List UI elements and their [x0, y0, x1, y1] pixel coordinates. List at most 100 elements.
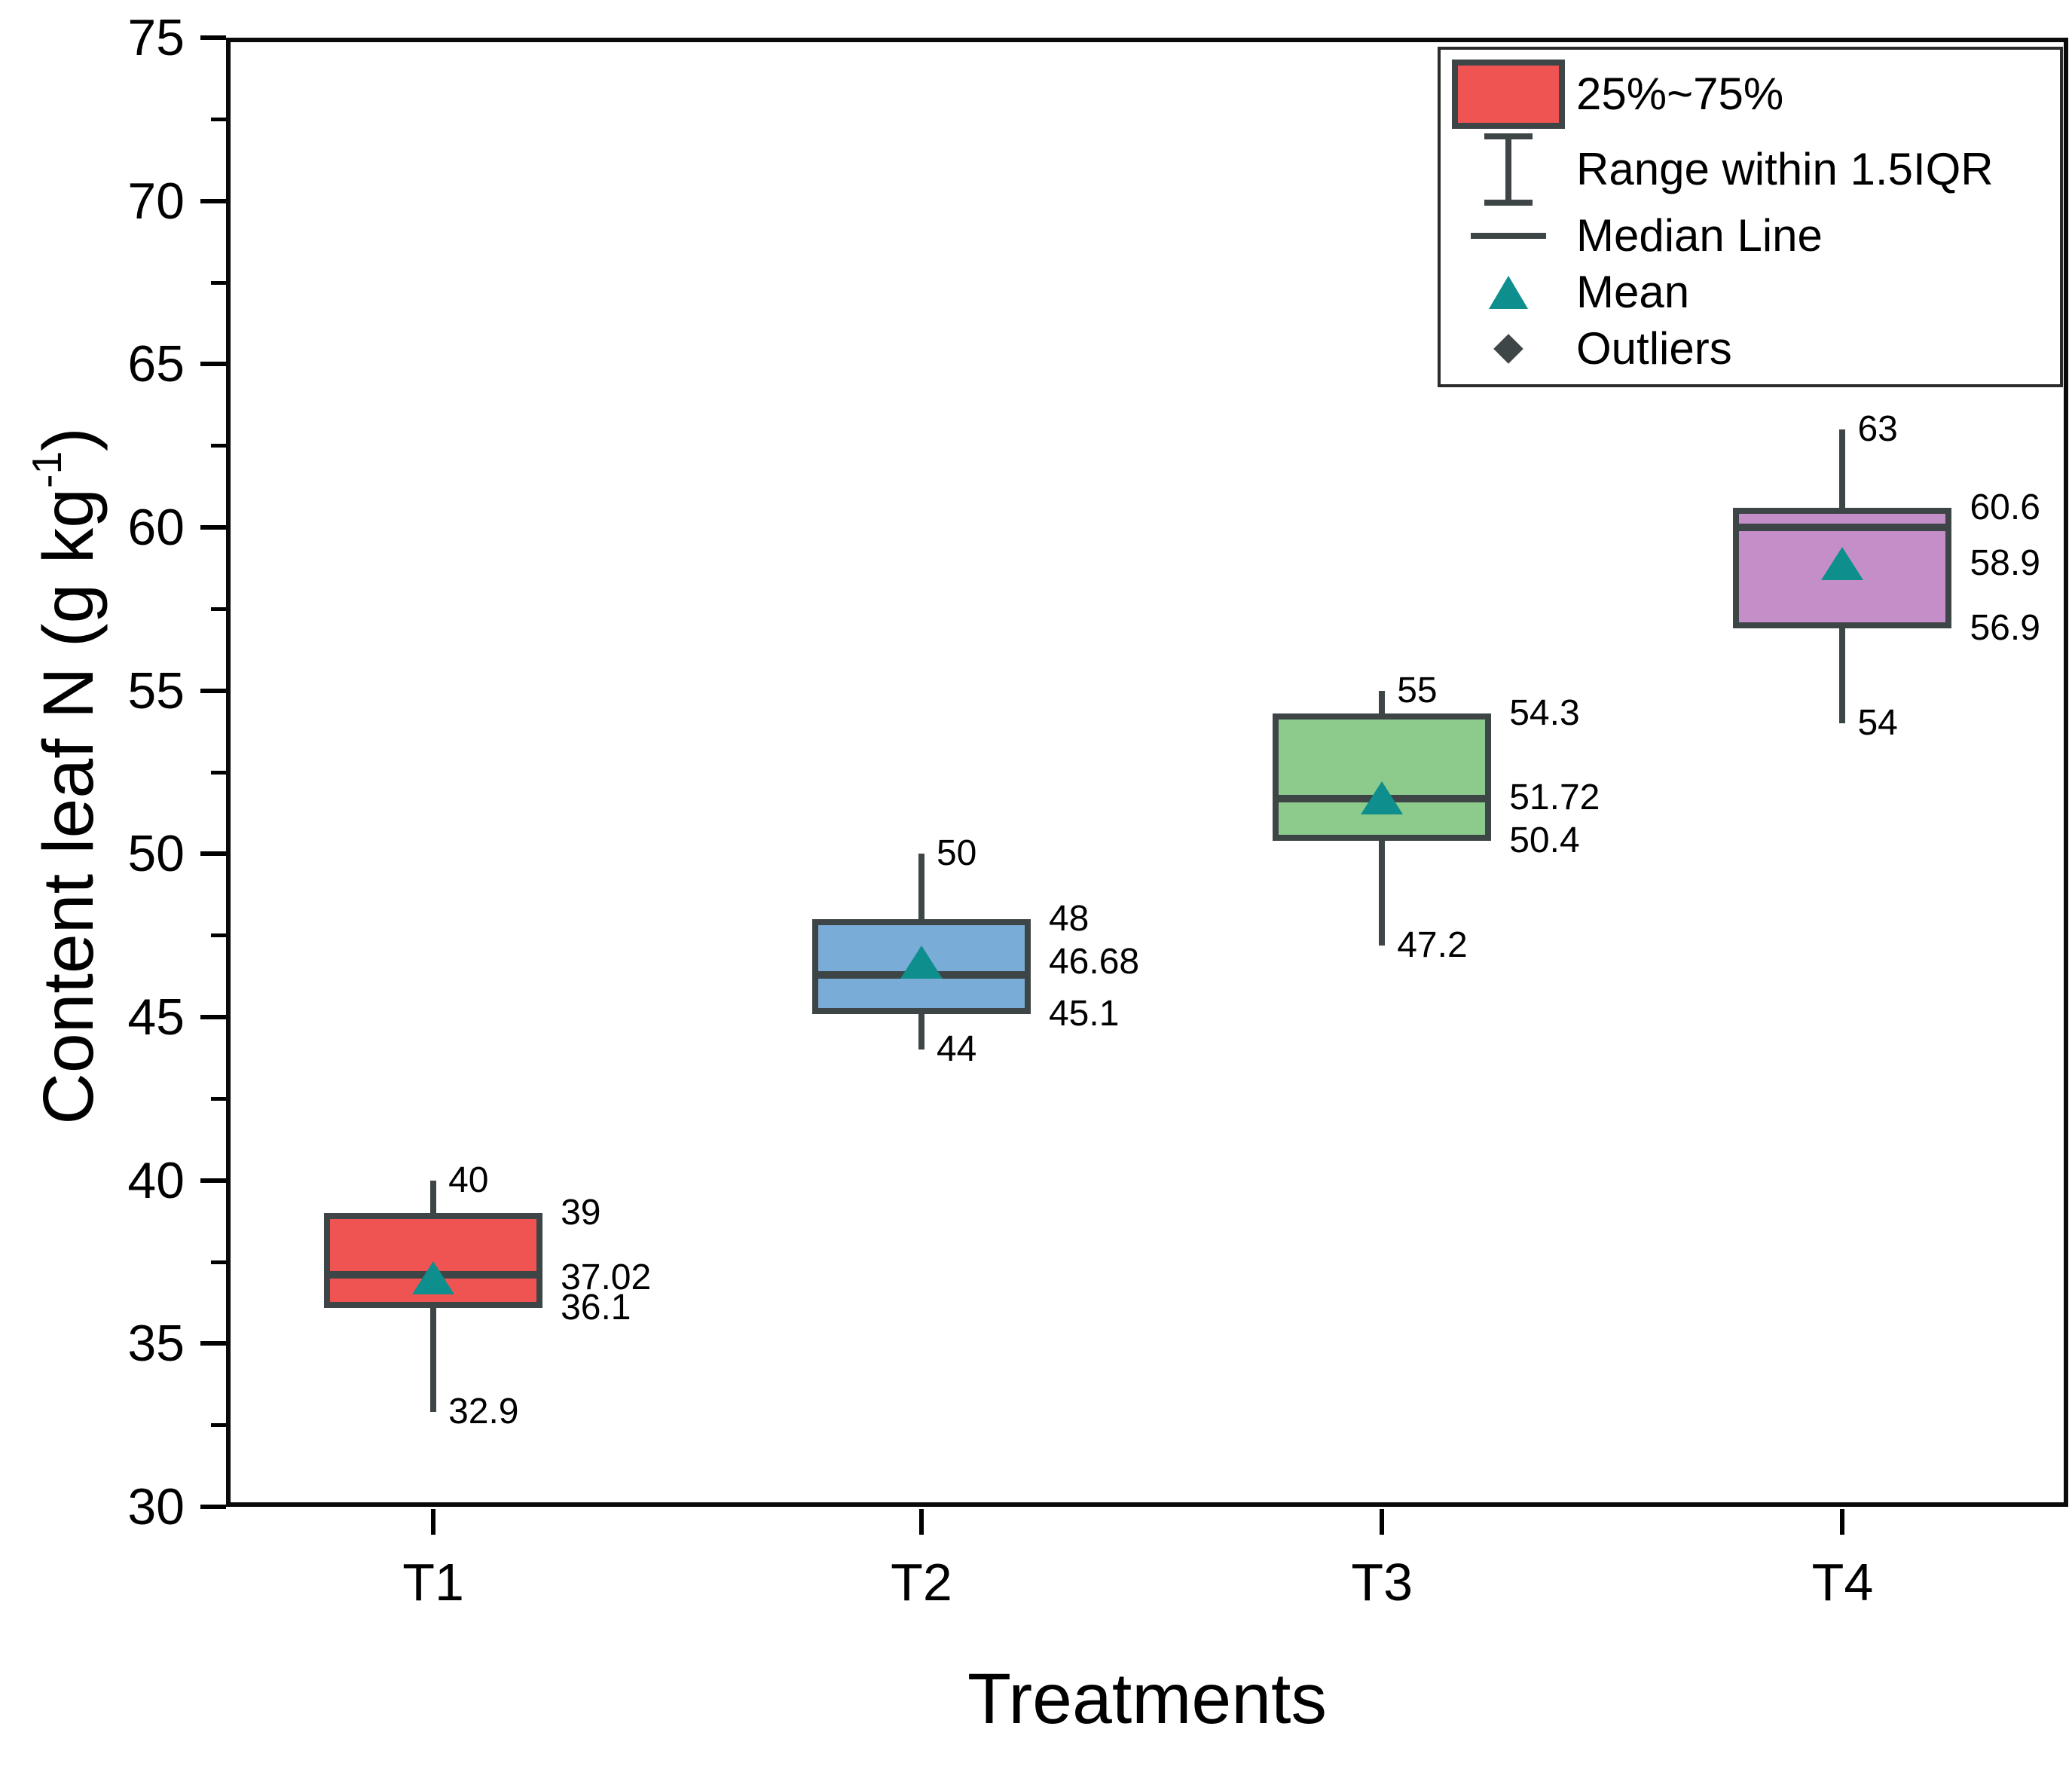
annotation-T1-40: 40: [448, 1160, 489, 1200]
y-minor-tick: [211, 933, 226, 938]
y-minor-tick: [211, 117, 226, 121]
range-whisker-part: [1505, 133, 1511, 206]
y-major-tick: [200, 1015, 226, 1019]
annotation-T2-48: 48: [1048, 899, 1089, 939]
whisker-upper-T3: [1379, 690, 1386, 713]
annotation-T4-63: 63: [1857, 409, 1898, 449]
x-major-tick: [1380, 1509, 1385, 1535]
box-T3: [1273, 713, 1492, 841]
annotation-T1-32.9: 32.9: [448, 1392, 519, 1432]
y-minor-tick: [211, 606, 226, 611]
y-minor-tick: [211, 1423, 226, 1428]
annotation-T3-47.2: 47.2: [1397, 924, 1468, 965]
legend-label: Mean: [1576, 267, 1690, 318]
y-minor-tick: [211, 770, 226, 775]
range-whisker-icon: [1484, 133, 1533, 206]
whisker-upper-T1: [430, 1180, 437, 1213]
y-minor-tick: [211, 280, 226, 285]
whisker-lower-T2: [918, 1013, 924, 1050]
x-tick-label-T2: T2: [891, 1553, 952, 1612]
annotation-T4-58.9: 58.9: [1970, 542, 2040, 583]
annotation-T2-44: 44: [936, 1029, 977, 1070]
whisker-lower-T3: [1379, 841, 1386, 946]
y-tick-label: 35: [127, 1315, 185, 1373]
whisker-upper-T2: [918, 854, 924, 919]
legend-label: Outliers: [1576, 323, 1732, 374]
y-tick-label: 65: [127, 335, 185, 393]
y-major-tick: [200, 35, 226, 40]
y-major-tick: [200, 198, 226, 203]
mean-marker-T2: [900, 946, 943, 979]
annotation-T3-51.72: 51.72: [1509, 777, 1600, 817]
median-line-icon: [1471, 232, 1546, 239]
whisker-lower-T1: [430, 1307, 437, 1413]
outlier-diamond-icon: [1493, 333, 1523, 364]
range-whisker-part: [1484, 199, 1533, 206]
y-major-tick: [200, 1178, 226, 1183]
mean-marker-T4: [1821, 546, 1864, 580]
annotation-T3-54.3: 54.3: [1509, 693, 1580, 733]
y-axis-title: Content leaf N (g kg-1): [5, 41, 108, 1511]
x-axis-title: Treatments: [967, 1659, 1327, 1739]
y-axis-title-suffix: ): [28, 427, 108, 451]
annotation-T4-56.9: 56.9: [1970, 608, 2040, 649]
range-whisker-icon: [1441, 133, 1576, 206]
annotation-T4-60.6: 60.6: [1970, 487, 2040, 527]
mean-triangle-icon: [1489, 275, 1528, 309]
annotation-T1-37.02: 37.02: [561, 1257, 652, 1297]
legend-label: Range within 1.5IQR: [1576, 144, 1994, 195]
y-minor-tick: [211, 1096, 226, 1101]
mean-marker-T3: [1361, 781, 1404, 814]
legend-item-mean: Mean: [1441, 266, 2060, 318]
legend-label: 25%~75%: [1576, 69, 1784, 120]
y-axis-title-superscript: -1: [23, 451, 70, 488]
legend-item-median-line: Median Line: [1441, 209, 2060, 261]
x-tick-label-T1: T1: [402, 1553, 464, 1612]
y-tick-label: 55: [127, 661, 185, 720]
y-major-tick: [200, 525, 226, 530]
x-tick-label-T3: T3: [1351, 1553, 1413, 1612]
y-minor-tick: [211, 1260, 226, 1264]
range-whisker-part: [1484, 133, 1533, 139]
whisker-lower-T4: [1839, 628, 1846, 723]
annotation-T2-50: 50: [936, 833, 977, 874]
whisker-upper-T4: [1839, 429, 1846, 508]
y-tick-label: 40: [127, 1151, 185, 1209]
mean-triangle-icon: [1441, 275, 1576, 309]
annotation-T4-54: 54: [1857, 703, 1898, 743]
legend: 25%~75% Range within 1.5IQR Median Line Mea…: [1438, 47, 2063, 387]
x-major-tick: [431, 1509, 436, 1535]
mean-marker-T1: [412, 1260, 455, 1294]
box-T2: [811, 919, 1031, 1014]
legend-item-outliers: Outliers: [1441, 322, 2060, 374]
annotation-T2-46.68: 46.68: [1048, 942, 1140, 982]
x-tick-label-T4: T4: [1811, 1553, 1874, 1612]
y-major-tick: [200, 362, 226, 367]
y-major-tick: [200, 851, 226, 857]
y-minor-tick: [211, 444, 226, 448]
y-tick-label: 60: [127, 499, 185, 556]
box-swatch-icon: [1441, 59, 1576, 129]
legend-item-25-75-: 25%~75%: [1441, 59, 2060, 129]
y-tick-label: 75: [127, 9, 185, 66]
box-swatch-icon: [1452, 59, 1565, 129]
y-tick-label: 50: [127, 825, 185, 883]
plot-frame: [226, 38, 2068, 1507]
median-line-T4: [1739, 524, 1946, 531]
y-major-tick: [200, 688, 226, 693]
y-major-tick: [200, 1341, 226, 1346]
x-major-tick: [1840, 1509, 1845, 1535]
legend-label: Median Line: [1576, 210, 1823, 261]
annotation-T1-36.1: 36.1: [561, 1287, 631, 1328]
annotation-T2-45.1: 45.1: [1048, 993, 1120, 1034]
y-tick-label: 70: [127, 172, 185, 230]
annotation-T3-55: 55: [1397, 670, 1438, 710]
y-tick-label: 30: [127, 1478, 185, 1535]
annotation-T3-50.4: 50.4: [1509, 820, 1580, 860]
outlier-diamond-icon: [1441, 333, 1576, 364]
x-major-tick: [918, 1509, 924, 1535]
median-line-icon: [1441, 232, 1576, 239]
legend-item-range-within-1-5iqr: Range within 1.5IQR: [1441, 133, 2060, 206]
annotation-T1-39: 39: [561, 1193, 601, 1233]
